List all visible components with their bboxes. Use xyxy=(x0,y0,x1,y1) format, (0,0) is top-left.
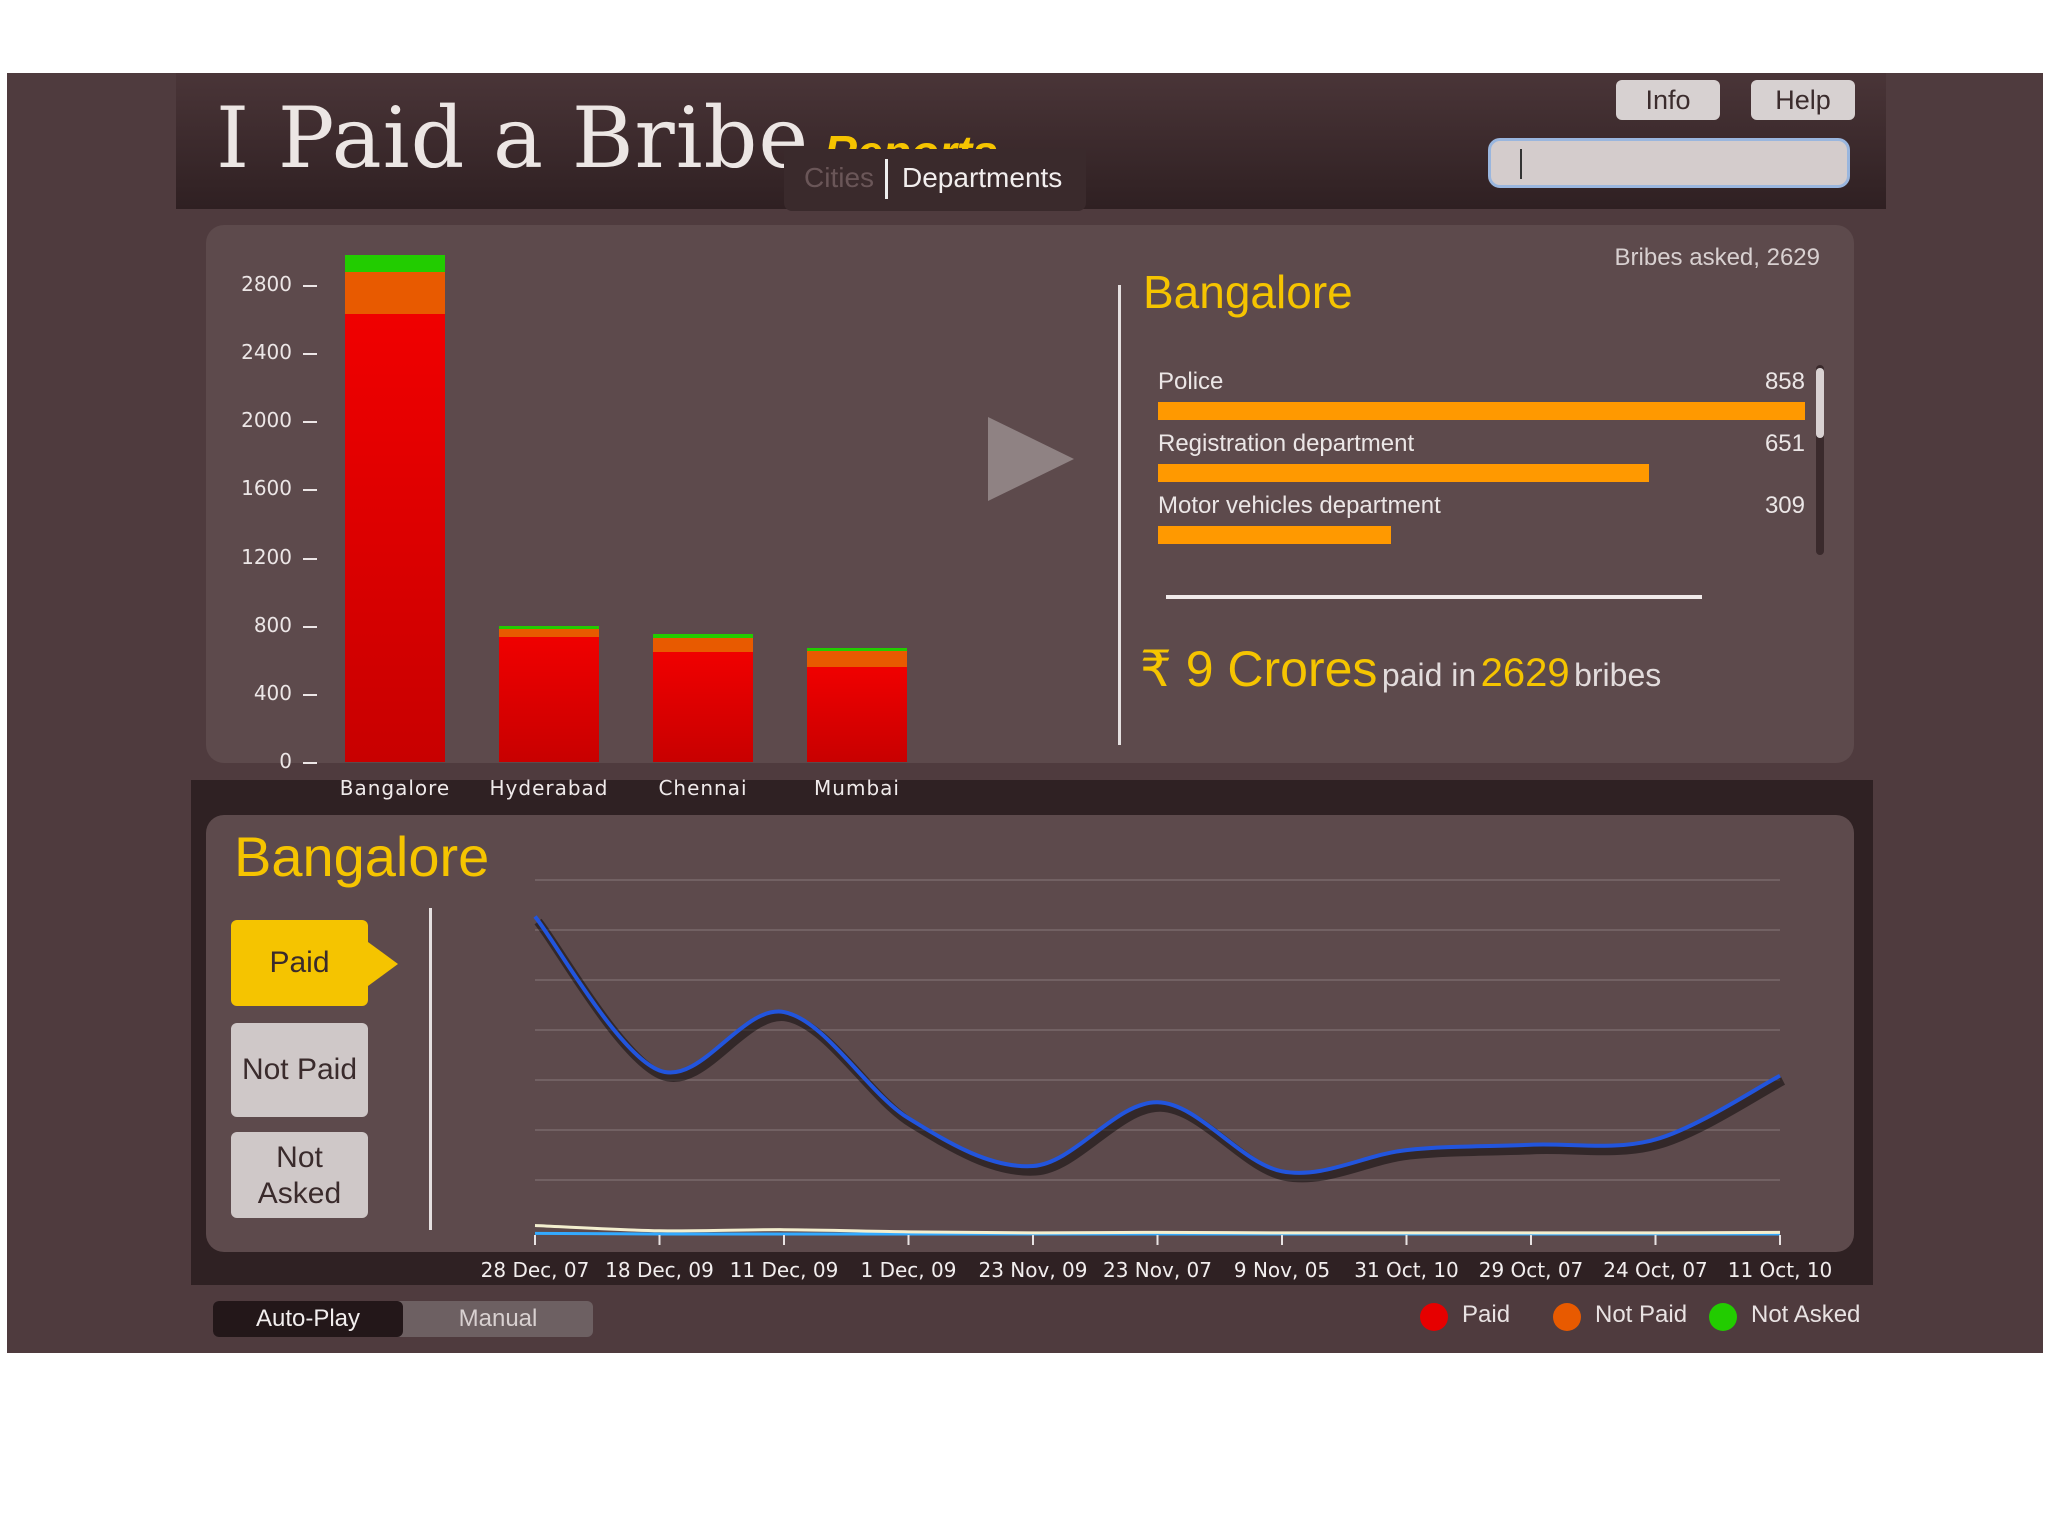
summary-amount: ₹ 9 Crores xyxy=(1140,641,1378,697)
bar-segment-not-paid[interactable] xyxy=(807,651,907,668)
play-icon[interactable] xyxy=(988,417,1074,501)
x-date-label: 11 Dec, 09 xyxy=(729,1258,839,1282)
x-category-label: Mumbai xyxy=(814,776,900,800)
y-tick-mark xyxy=(303,421,317,424)
site-title: I Paid a Bribe xyxy=(216,89,810,187)
bar-segment-paid[interactable] xyxy=(499,636,599,762)
legend-label: Not Asked xyxy=(1751,1301,1861,1328)
tab-cities[interactable]: Cities xyxy=(804,162,875,193)
autoplay-button[interactable]: Auto-Play xyxy=(213,1301,403,1337)
tab-departments[interactable]: Departments xyxy=(902,162,1063,193)
x-date-label: 24 Oct, 07 xyxy=(1603,1258,1708,1282)
bar-segment-paid[interactable] xyxy=(807,667,907,762)
y-tick-label: 1600 xyxy=(241,476,292,501)
not-asked-filter-label: Not Asked xyxy=(257,1141,342,1210)
search-input[interactable] xyxy=(1491,141,1847,185)
y-tick-label: 2800 xyxy=(241,272,292,296)
y-tick-mark xyxy=(303,557,317,560)
bar-segment-not-asked[interactable] xyxy=(807,647,907,652)
panel-divider xyxy=(1118,285,1121,745)
bar-segment-not-paid[interactable] xyxy=(653,638,753,653)
department-name[interactable]: Registration department xyxy=(1158,430,1415,457)
manual-button[interactable]: Manual xyxy=(458,1305,538,1332)
legend-swatch-not-asked xyxy=(1709,1303,1737,1331)
x-date-label: 23 Nov, 07 xyxy=(1102,1258,1212,1282)
y-tick-label: 1200 xyxy=(241,544,292,569)
department-count: 651 xyxy=(1764,430,1805,457)
x-category-label: Hyderabad xyxy=(489,776,609,800)
summary-bribes: bribes xyxy=(1574,657,1662,693)
y-tick-label: 2000 xyxy=(241,408,292,433)
x-date-label: 31 Oct, 10 xyxy=(1354,1258,1459,1282)
bar-segment-paid[interactable] xyxy=(345,314,445,762)
x-date-label: 18 Dec, 09 xyxy=(605,1258,714,1282)
filter-divider xyxy=(429,908,432,1230)
summary-paid-in: paid in xyxy=(1381,657,1477,693)
x-date-label: 23 Nov, 09 xyxy=(978,1258,1088,1282)
play-mode-toggle[interactable]: Auto-Play Manual xyxy=(213,1301,593,1337)
department-count: 309 xyxy=(1764,492,1805,519)
summary-divider xyxy=(1166,595,1702,599)
y-tick-mark xyxy=(303,285,317,287)
dept-scroll-thumb[interactable] xyxy=(1816,368,1824,438)
department-bar[interactable] xyxy=(1158,464,1650,482)
help-button[interactable]: Help xyxy=(1751,80,1855,120)
x-category-label: Bangalore xyxy=(339,776,451,800)
y-tick-label: 800 xyxy=(253,612,292,637)
y-tick-label: 400 xyxy=(253,680,292,705)
text-cursor xyxy=(1520,149,1522,179)
y-tick-mark xyxy=(303,762,317,764)
search-field[interactable] xyxy=(1488,138,1850,188)
bar-segment-not-asked[interactable] xyxy=(345,254,445,272)
trend-city-title: Bangalore xyxy=(234,825,490,888)
legend-label: Not Paid xyxy=(1595,1301,1688,1328)
x-date-label: 29 Oct, 07 xyxy=(1478,1258,1584,1282)
x-date-label: 1 Dec, 09 xyxy=(860,1258,957,1282)
not-paid-filter-button[interactable]: Not Paid xyxy=(231,1023,368,1117)
bar-segment-not-asked[interactable] xyxy=(653,634,753,639)
legend-label: Paid xyxy=(1462,1301,1511,1328)
view-tabs: Cities Departments xyxy=(784,149,1086,211)
legend-swatch-paid xyxy=(1420,1303,1448,1331)
dept-scrollbar[interactable] xyxy=(1816,365,1824,555)
y-tick-mark xyxy=(303,489,317,492)
x-date-label: 28 Dec, 07 xyxy=(480,1258,590,1282)
tab-separator xyxy=(885,159,888,199)
info-button[interactable]: Info xyxy=(1616,80,1720,120)
x-category-label: Chennai xyxy=(658,776,748,800)
bar-segment-paid[interactable] xyxy=(653,652,753,762)
not-asked-filter-button[interactable]: Not Asked xyxy=(231,1132,368,1218)
bribe-summary: ₹ 9 Crores paid in 2629 bribes xyxy=(1140,640,1661,698)
bar-segment-not-paid[interactable] xyxy=(345,271,445,315)
active-filter-arrow xyxy=(368,942,398,986)
y-tick-label: 2400 xyxy=(241,340,292,365)
department-name[interactable]: Police xyxy=(1158,368,1224,395)
city-title: Bangalore xyxy=(1143,266,1353,318)
y-tick-mark xyxy=(303,693,317,696)
paid-filter-button[interactable]: Paid xyxy=(231,920,368,1006)
y-tick-mark xyxy=(303,353,317,356)
bribes-asked-text: Bribes asked, 2629 xyxy=(1614,244,1820,271)
summary-count: 2629 xyxy=(1480,651,1570,695)
legend-swatch-not-paid xyxy=(1553,1303,1581,1331)
y-tick-mark xyxy=(303,625,317,628)
x-date-label: 9 Nov, 05 xyxy=(1233,1258,1331,1282)
department-bar[interactable] xyxy=(1158,402,1805,420)
department-bar[interactable] xyxy=(1158,526,1391,544)
header: I Paid a Bribe Reports Info Help xyxy=(176,73,1886,209)
bar-segment-not-paid[interactable] xyxy=(499,629,599,637)
department-name[interactable]: Motor vehicles department xyxy=(1158,492,1441,519)
x-date-label: 11 Oct, 10 xyxy=(1727,1258,1833,1282)
bar-segment-not-asked[interactable] xyxy=(499,625,599,630)
y-tick-label: 0 xyxy=(279,749,292,773)
department-count: 858 xyxy=(1764,368,1805,395)
